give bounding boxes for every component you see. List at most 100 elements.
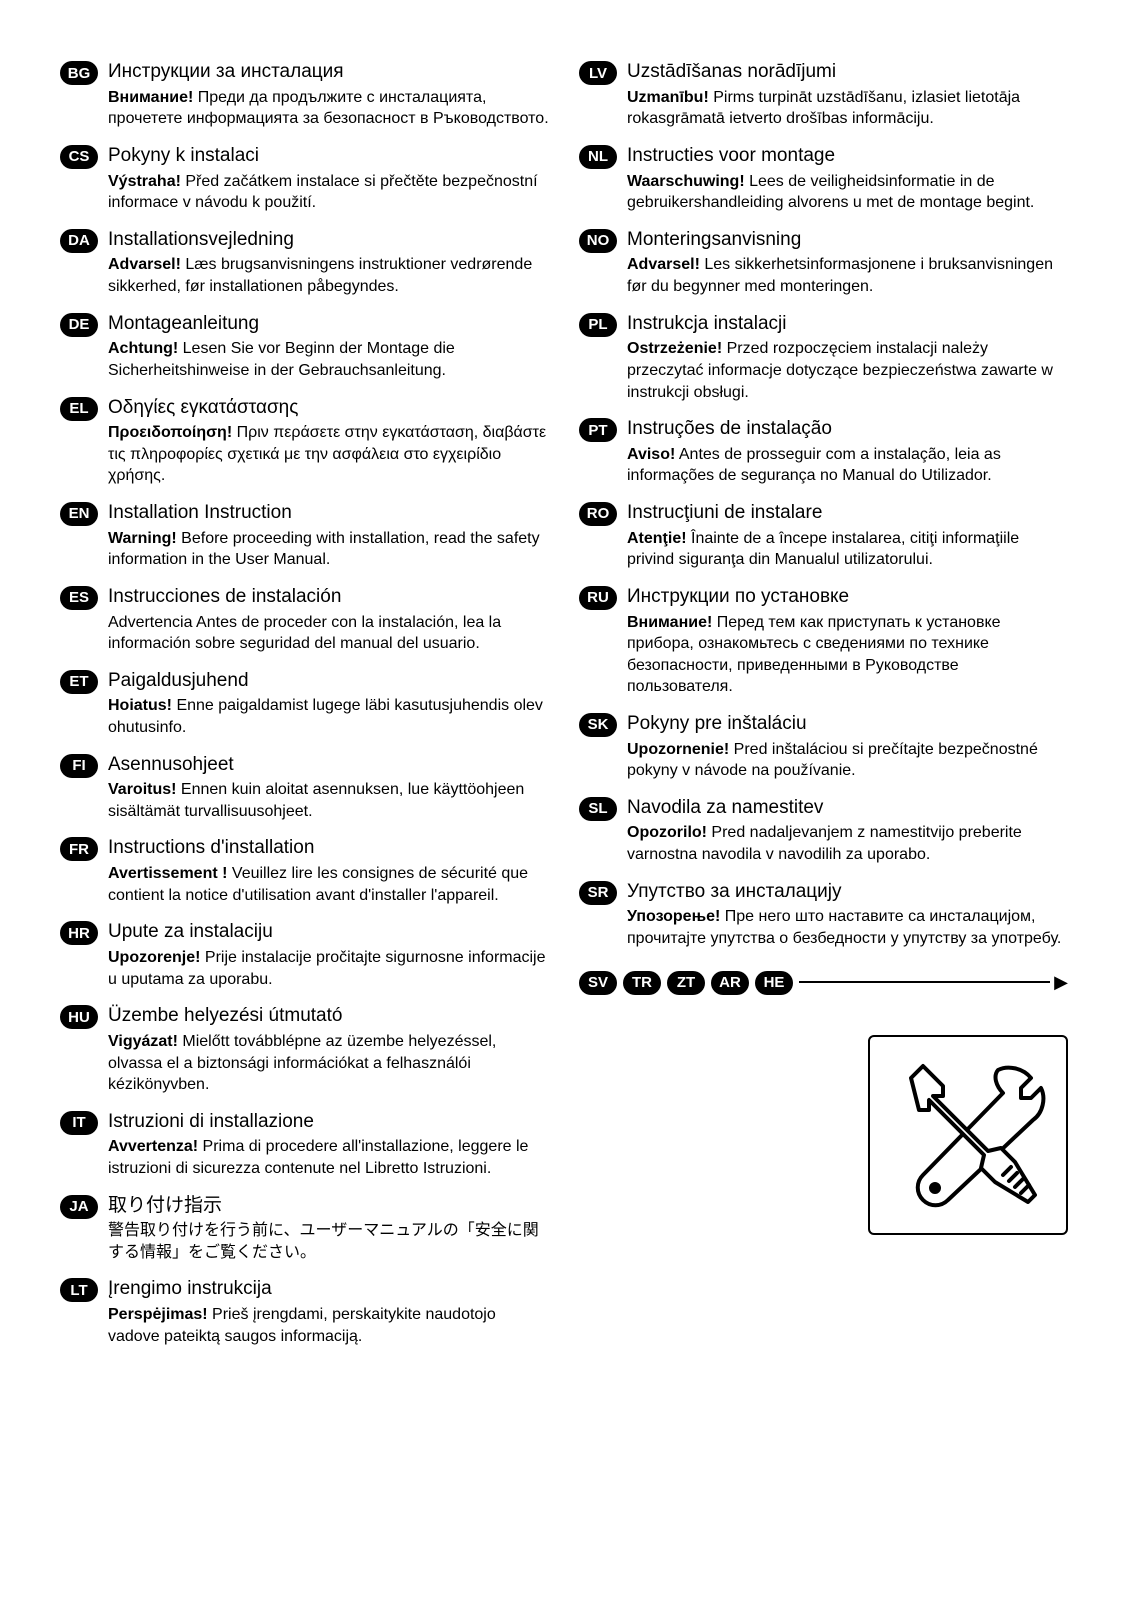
continuation-line [799,981,1050,983]
lang-entry-ru: RUИнструкции по установкеВнимание! Перед… [579,585,1068,698]
warning-label: Uzmanību! [627,89,709,106]
columns-container: BGИнструкции за инсталацияВнимание! Пред… [60,60,1068,1361]
lang-entry-el: EL Οδηγίες εγκατάστασηςΠροειδοποίηση! Πρι… [60,396,549,487]
lang-entry-lv: LVUzstādīšanas norādījumiUzmanību! Pirms… [579,60,1068,130]
entry-content: Installation InstructionWarning! Before … [108,501,549,571]
lang-entry-fi: FIAsennusohjeetVaroitus! Ennen kuin aloi… [60,753,549,823]
warning-label: Waarschuwing! [627,173,745,190]
warning-label: Aviso! [627,446,675,463]
lang-badge-ja: JA [60,1195,98,1219]
extra-lang-badge-zt: ZT [667,971,705,995]
warning-label: Avvertenza! [108,1138,198,1155]
lang-entry-de: DE MontageanleitungAchtung! Lesen Sie vor… [60,312,549,382]
warning-label: Προειδοποίηση! [108,424,232,441]
lang-badge-nl: NL [579,145,617,169]
entry-warning: Ostrzeżenie! Przed rozpoczęciem instalac… [627,338,1068,403]
entry-title: Installationsvejledning [108,228,549,253]
entry-title: Инструкции за инсталация [108,60,549,85]
entry-warning: Hoiatus! Enne paigaldamist lugege läbi k… [108,695,549,738]
entry-content: Įrengimo instrukcijaPerspėjimas! Prieš į… [108,1277,549,1347]
warning-label: Внимание! [627,614,712,631]
entry-title: Asennusohjeet [108,753,549,778]
entry-content: Упутство за инсталацијуУпозорење! Пре не… [627,880,1068,950]
lang-badge-pl: PL [579,313,617,337]
entry-content: Instructies voor montageWaarschuwing! Le… [627,144,1068,214]
warning-label: Upozorenje! [108,949,200,966]
warning-label: Внимание! [108,89,193,106]
entry-title: Pokyny k instalaci [108,144,549,169]
lang-entry-ja: JA 取り付け指示警告取り付けを行う前に、ユーザーマニュアルの「安全に関する情報」… [60,1194,549,1264]
extra-lang-badge-ar: AR [711,971,749,995]
warning-text: Înainte de a începe instalarea, citiţi i… [627,530,1019,569]
entry-content: Istruzioni di installazioneAvvertenza! P… [108,1110,549,1180]
left-column: BGИнструкции за инсталацияВнимание! Пред… [60,60,549,1361]
entry-warning: Výstraha! Před začátkem instalace si pře… [108,171,549,214]
entry-content: Upute za instalacijuUpozorenje! Prije in… [108,920,549,990]
lang-badge-no: NO [579,229,617,253]
right-column: LVUzstādīšanas norādījumiUzmanību! Pirms… [579,60,1068,1361]
entry-title: Инструкции по установке [627,585,1068,610]
lang-badge-fi: FI [60,754,98,778]
arrow-right-icon: ▶ [1054,972,1068,993]
lang-entry-ro: ROInstrucţiuni de instalareAtenţie! Înai… [579,501,1068,571]
entry-content: Instrukcja instalacjiOstrzeżenie! Przed … [627,312,1068,403]
lang-badge-de: DE [60,313,98,337]
tools-svg [883,1050,1053,1220]
warning-label: Upozornenie! [627,741,729,758]
lang-entry-it: ITIstruzioni di installazioneAvvertenza!… [60,1110,549,1180]
warning-label: Atenţie! [627,530,687,547]
entry-content: 取り付け指示警告取り付けを行う前に、ユーザーマニュアルの「安全に関する情報」をご… [108,1194,549,1264]
entry-title: Instructions d'installation [108,836,549,861]
entry-title: Упутство за инсталацију [627,880,1068,905]
lang-entry-nl: NL Instructies voor montageWaarschuwing! … [579,144,1068,214]
entry-warning: Achtung! Lesen Sie vor Beginn der Montag… [108,338,549,381]
entry-title: Montageanleitung [108,312,549,337]
warning-label: Hoiatus! [108,697,172,714]
warning-label: Упозорење! [627,908,720,925]
entry-content: Üzembe helyezési útmutatóVigyázat! Mielő… [108,1004,549,1095]
entry-title: Instructies voor montage [627,144,1068,169]
warning-text: 警告取り付けを行う前に、ユーザーマニュアルの「安全に関する情報」をご覧ください。 [108,1222,539,1261]
entry-warning: Внимание! Преди да продължите с инсталац… [108,87,549,130]
entry-warning: Advarsel! Les sikkerhetsinformasjonene i… [627,254,1068,297]
entry-content: PaigaldusjuhendHoiatus! Enne paigaldamis… [108,669,549,739]
warning-label: Achtung! [108,340,178,357]
entry-title: Navodila za namestitev [627,796,1068,821]
entry-title: Instrucciones de instalación [108,585,549,610]
lang-badge-da: DA [60,229,98,253]
lang-badge-el: EL [60,397,98,421]
lang-entry-es: ES Instrucciones de instalaciónAdvertenci… [60,585,549,655]
entry-title: 取り付け指示 [108,1194,549,1219]
lang-entry-en: ENInstallation InstructionWarning! Befor… [60,501,549,571]
lang-entry-no: NOMonteringsanvisningAdvarsel! Les sikke… [579,228,1068,298]
entry-content: Instructions d'installationAvertissement… [108,836,549,906]
lang-badge-hr: HR [60,921,98,945]
extra-lang-badge-sv: SV [579,971,617,995]
entry-title: Paigaldusjuhend [108,669,549,694]
additional-languages-row: SVTRZTARHE▶ [579,970,1068,995]
entry-content: Инструкции по установкеВнимание! Перед т… [627,585,1068,698]
lang-entry-lt: LTĮrengimo instrukcijaPerspėjimas! Prieš… [60,1277,549,1347]
lang-entry-fr: FRInstructions d'installationAvertisseme… [60,836,549,906]
warning-label: Perspėjimas! [108,1306,208,1323]
entry-content: Instrucţiuni de instalareAtenţie! Înaint… [627,501,1068,571]
warning-label: Varoitus! [108,781,176,798]
entry-warning: Waarschuwing! Lees de veiligheidsinforma… [627,171,1068,214]
entry-warning: Advertencia Antes de proceder con la ins… [108,612,549,655]
lang-badge-hu: HU [60,1005,98,1029]
lang-entry-hr: HR Upute za instalacijuUpozorenje! Prije … [60,920,549,990]
lang-badge-pt: PT [579,418,617,442]
warning-label: Advarsel! [627,256,700,273]
lang-badge-lv: LV [579,61,617,85]
entry-warning: Upozorenje! Prije instalacije pročitajte… [108,947,549,990]
entry-warning: Aviso! Antes de prosseguir com a instala… [627,444,1068,487]
entry-content: Navodila za namestitevOpozorilo! Pred na… [627,796,1068,866]
entry-content: InstallationsvejledningAdvarsel! Læs bru… [108,228,549,298]
lang-entry-cs: CSPokyny k instalaciVýstraha! Před začát… [60,144,549,214]
entry-warning: Внимание! Перед тем как приступать к уст… [627,612,1068,698]
warning-label: Vigyázat! [108,1033,178,1050]
lang-entry-pl: PL Instrukcja instalacjiOstrzeżenie! Prze… [579,312,1068,403]
entry-content: Οδηγίες εγκατάστασηςΠροειδοποίηση! Πριν … [108,396,549,487]
lang-badge-es: ES [60,586,98,610]
lang-badge-sk: SK [579,713,617,737]
